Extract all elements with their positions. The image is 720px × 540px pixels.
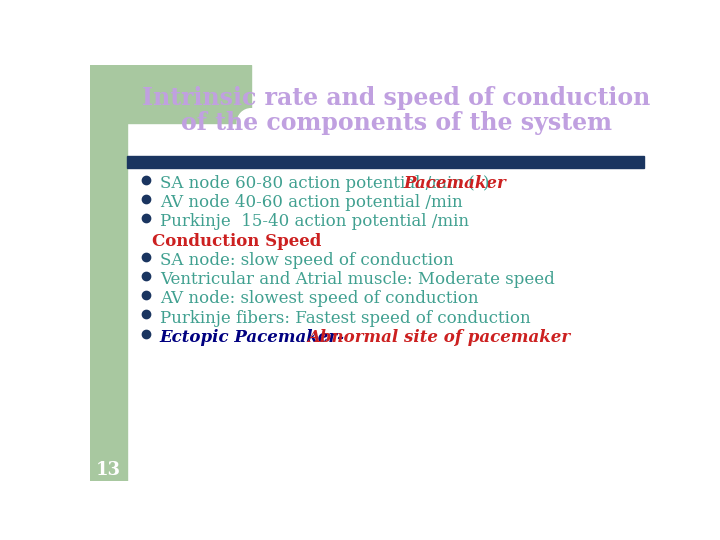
Text: Purkinje  15-40 action potential /min: Purkinje 15-40 action potential /min xyxy=(160,213,469,231)
Text: AV node 40-60 action potential /min: AV node 40-60 action potential /min xyxy=(160,194,462,211)
Bar xyxy=(90,65,127,481)
Text: 13: 13 xyxy=(96,461,121,480)
Text: SA node 60-80 action potential /min (: SA node 60-80 action potential /min ( xyxy=(160,175,474,192)
Text: Abnormal site of pacemaker: Abnormal site of pacemaker xyxy=(307,329,571,346)
Text: of the components of the system: of the components of the system xyxy=(181,111,611,135)
Text: Pacemaker: Pacemaker xyxy=(404,175,506,192)
Bar xyxy=(127,156,644,168)
Circle shape xyxy=(238,109,265,137)
Text: AV node: slowest speed of conduction: AV node: slowest speed of conduction xyxy=(160,291,478,307)
Text: Ectopic Pacemaker-: Ectopic Pacemaker- xyxy=(160,329,351,346)
Bar xyxy=(90,65,251,123)
Text: Ventricular and Atrial muscle: Moderate speed: Ventricular and Atrial muscle: Moderate … xyxy=(160,271,554,288)
Text: Purkinje fibers: Fastest speed of conduction: Purkinje fibers: Fastest speed of conduc… xyxy=(160,309,531,327)
Text: Conduction Speed: Conduction Speed xyxy=(152,233,321,249)
Text: ): ) xyxy=(483,175,490,192)
Text: SA node: slow speed of conduction: SA node: slow speed of conduction xyxy=(160,252,454,269)
Text: Intrinsic rate and speed of conduction: Intrinsic rate and speed of conduction xyxy=(142,86,650,110)
